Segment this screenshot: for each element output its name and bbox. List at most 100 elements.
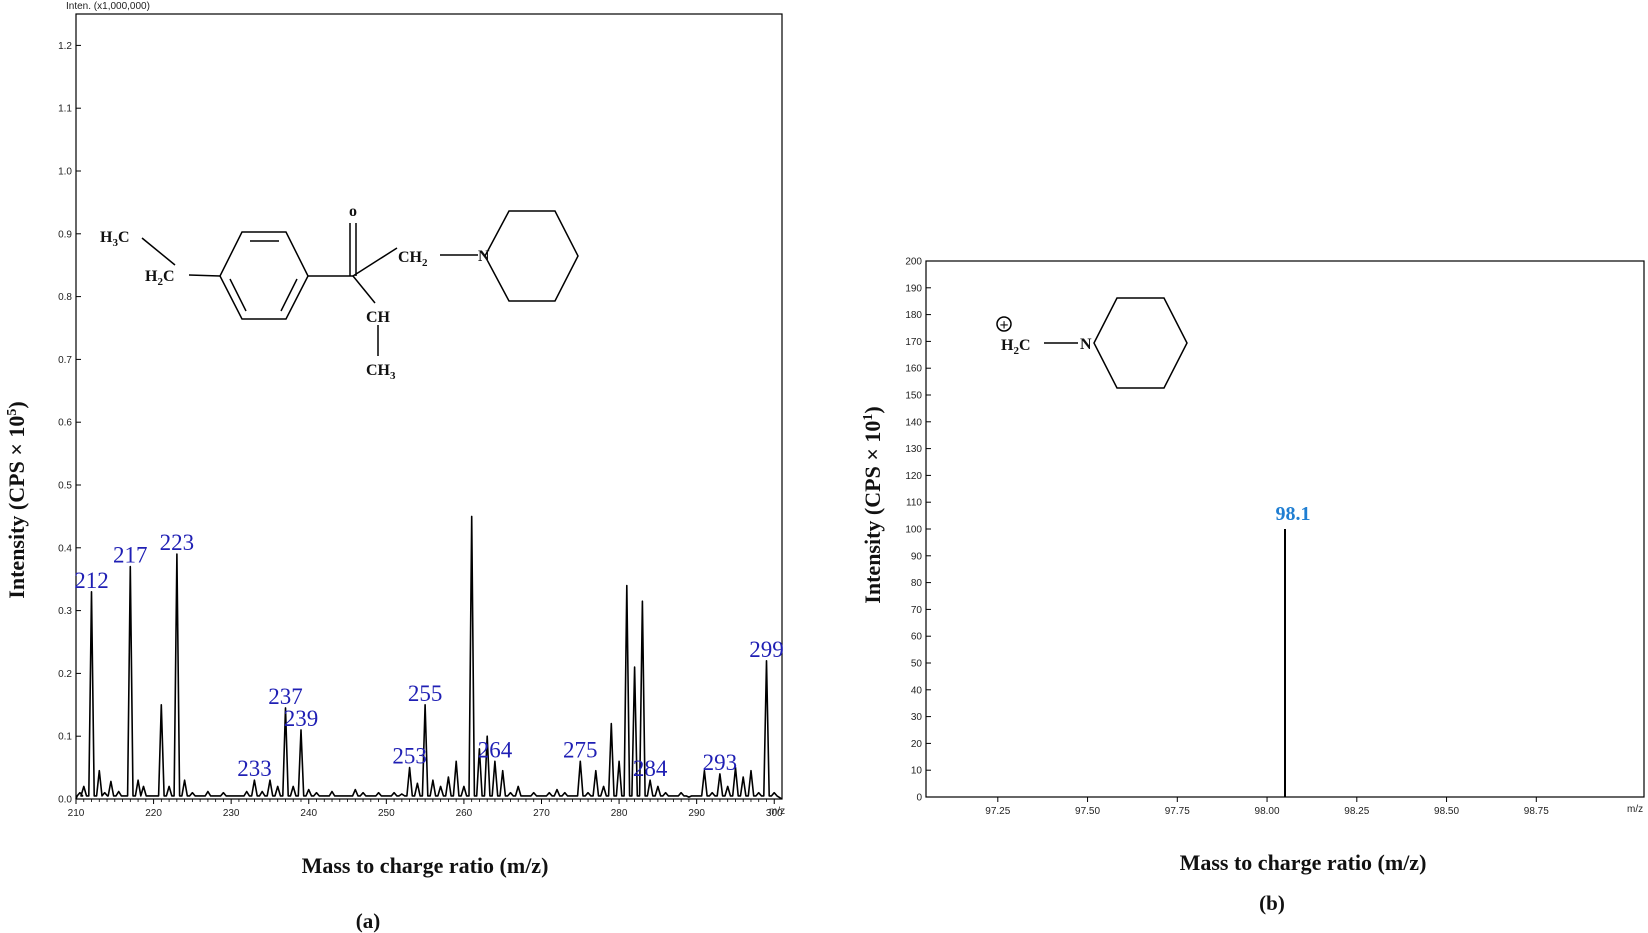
bond-carbonyl-ch: [352, 275, 376, 304]
chart-b-y-tick-label: 150: [905, 391, 922, 402]
chart-b-y-axis-title: Intensity (CPS × 101): [860, 406, 885, 603]
chart-b-y-tick-label: 120: [905, 471, 922, 482]
chart-b-panel-label: (b): [1259, 891, 1285, 915]
chart-a-peak-label: 217: [113, 543, 148, 568]
chart-a-peak-label: 223: [160, 530, 195, 555]
chart-b-y-tick-label: 0: [916, 793, 922, 804]
bond-ethyl-ring: [188, 274, 221, 277]
label-ch2: CH2: [398, 249, 428, 269]
chart-b-y-tick-label: 40: [911, 685, 923, 696]
chart-b: 0 10 20 30 40 50 60 70 80 90 100 110 120 130 140 150 160…: [860, 257, 1645, 915]
chart-a-y-axis-title: Intensity (CPS × 105): [4, 401, 29, 598]
chart-a-y-tick-label: 0.3: [58, 606, 72, 617]
chart-a-x-tick-label: 280: [611, 808, 628, 819]
chart-b-y-tick-label: 20: [911, 739, 923, 750]
chart-a-x-axis-title: Mass to charge ratio (m/z): [302, 853, 549, 878]
label-o: o: [349, 203, 357, 220]
label-charge: +: [999, 317, 1008, 334]
chart-b-x-tick-label: 98.25: [1344, 806, 1369, 817]
chart-a-x-tick-label: 300: [766, 808, 783, 819]
chart-a-peak-label: 239: [284, 706, 319, 731]
chart-a-x-tick-label: 220: [145, 808, 162, 819]
chart-b-y-tick-label: 100: [905, 525, 922, 536]
chart-b-y-tick-label: 200: [905, 257, 922, 268]
chart-b-y-tick-label: 170: [905, 337, 922, 348]
chart-b-x-tick-label: 98.75: [1524, 806, 1549, 817]
chart-a-header-scale: Inten. (x1,000,000): [66, 1, 150, 12]
chart-a-x-tick-label: 230: [223, 808, 240, 819]
chart-a-y-tick-label: 0.7: [58, 355, 72, 366]
chart-a: Inten. (x1,000,000) 0.00.10.20.30.40.50.…: [4, 1, 785, 933]
bond-ethyl: [141, 237, 176, 266]
chart-b-y-tick-label: 10: [911, 766, 923, 777]
chart-a-y-tick-label: 1.1: [58, 104, 72, 115]
chart-b-y-tick-label: 190: [905, 283, 922, 294]
piperidine-ring-b: [1093, 297, 1188, 389]
chart-b-y-tick-label: 50: [911, 659, 923, 670]
chart-b-y-tick-label: 90: [911, 551, 923, 562]
chart-b-y-tick-label: 140: [905, 417, 922, 428]
chart-a-peak-label: 284: [633, 756, 668, 781]
label-ch: CH: [366, 309, 391, 326]
chart-b-y-tick-label: 160: [905, 364, 922, 375]
label-h2c: H2C: [145, 268, 175, 288]
chart-a-peak-label: 253: [392, 744, 427, 769]
chart-b-x-tick-label: 97.50: [1075, 806, 1100, 817]
chart-b-y-tick-label: 80: [911, 578, 923, 589]
chart-b-x-axis-title: Mass to charge ratio (m/z): [1180, 850, 1427, 875]
chart-b-y-tick-label: 110: [906, 498, 922, 509]
chart-b-y-tick-label: 30: [911, 712, 923, 723]
chart-a-peak-label: 255: [408, 681, 443, 706]
chart-a-y-tick-label: 0.9: [58, 229, 72, 240]
chart-a-x-tick-label: 250: [378, 808, 395, 819]
chart-a-x-tick-label: 210: [68, 808, 85, 819]
chart-a-y-tick-label: 0.6: [58, 418, 72, 429]
chart-a-y-tick-label: 0.8: [58, 292, 72, 303]
chart-b-x-unit: m/z: [1627, 804, 1643, 815]
positive-charge-circle: [996, 316, 1012, 332]
label-n-b: N: [1080, 336, 1092, 353]
benzene-inner-bond-3: [229, 278, 247, 312]
chart-b-x-tick-label: 98.00: [1255, 806, 1280, 817]
label-ch3: CH3: [366, 362, 396, 382]
chart-a-x-tick-label: 260: [456, 808, 473, 819]
benzene-inner-bond-2: [280, 278, 298, 312]
chart-b-y-tick-label: 60: [911, 632, 923, 643]
chart-a-y-tick-label: 1.0: [58, 167, 72, 178]
bond-carbonyl-ch2: [352, 247, 398, 277]
chart-a-x-tick-label: 240: [300, 808, 317, 819]
chart-a-peak-label: 233: [237, 756, 272, 781]
chart-a-y-tick-label: 0.2: [58, 669, 72, 680]
label-h2c-b: H2C: [1001, 337, 1031, 357]
chart-b-x-tick-label: 97.75: [1165, 806, 1190, 817]
chart-a-y-tick-label: 0.0: [58, 795, 72, 806]
chart-a-peak-label: 275: [563, 737, 598, 762]
benzene-ring: [219, 231, 309, 320]
chart-a-x-tick-label: 290: [688, 808, 705, 819]
chart-b-y-ticks: 0 10 20 30 40 50 60 70 80 90 100 110 120 130 140 150 160…: [905, 257, 931, 804]
chart-a-panel-label: (a): [356, 909, 381, 933]
chart-a-x-tick-label: 270: [533, 808, 550, 819]
chart-a-peak-label: 237: [268, 684, 303, 709]
piperidine-ring-a: [484, 210, 579, 302]
chart-a-y-ticks: 0.0 0.1 0.2 0.3 0.4 0.5 0.6 0.7 0.8 0.9 1.0 1.1 1.2: [58, 41, 81, 806]
chart-b-x-tick-label: 97.25: [985, 806, 1010, 817]
label-h3c: H3C: [100, 229, 130, 249]
chart-a-y-tick-label: 0.1: [58, 732, 72, 743]
label-n-a: N: [478, 248, 490, 265]
chart-b-peak-label: 98.1: [1276, 503, 1311, 525]
chart-a-spectrum-line: [75, 515, 783, 800]
chart-a-plot-frame: [75, 13, 783, 800]
chart-b-y-tick-label: 70: [911, 605, 923, 616]
chart-a-x-ticks: 210 220 230 240 250 260 270 280 290 300: [68, 799, 783, 819]
structure-a: [141, 210, 579, 356]
chart-a-peak-label: 212: [74, 568, 109, 593]
chart-a-y-tick-label: 0.5: [58, 481, 72, 492]
chart-b-x-tick-label: 98.50: [1434, 806, 1459, 817]
chart-a-peak-label: 299: [749, 637, 784, 662]
chart-a-y-tick-label: 1.2: [58, 41, 72, 52]
chart-b-bars: 98.1: [1276, 503, 1311, 797]
chart-a-y-tick-label: 0.4: [58, 543, 72, 554]
